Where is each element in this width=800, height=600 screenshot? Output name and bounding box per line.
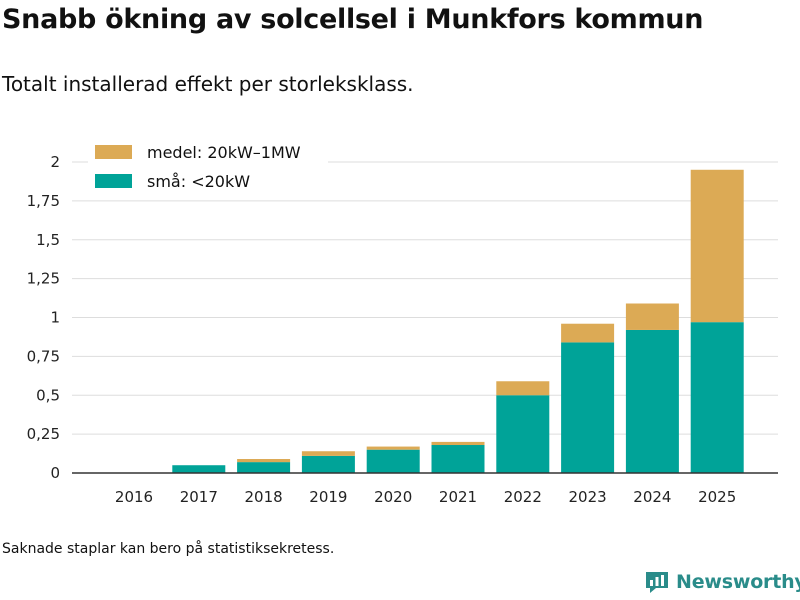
bar-medium-2018 — [237, 459, 291, 463]
x-tick-label: 2020 — [374, 488, 412, 506]
brand-name: Newsworthy — [676, 571, 800, 593]
legend-swatch — [95, 174, 132, 188]
chart-subtitle: Totalt installerad effekt per storlekskl… — [2, 72, 414, 96]
legend-label: små: <20kW — [147, 172, 250, 191]
y-tick-label: 1,25 — [27, 270, 60, 288]
y-tick-label: 0,25 — [27, 425, 60, 443]
bar-small-2025 — [690, 322, 744, 473]
bar-medium-2020 — [366, 446, 420, 450]
chart-title: Snabb ökning av solcellsel i Munkfors ko… — [2, 4, 704, 35]
newsworthy-logo-icon — [646, 572, 668, 593]
y-tick-label: 1,5 — [36, 231, 60, 249]
x-tick-label: 2018 — [245, 488, 283, 506]
bar-small-2021 — [431, 445, 485, 473]
bar-small-2024 — [625, 329, 679, 473]
bar-small-2022 — [496, 395, 550, 473]
bar-medium-2021 — [431, 441, 485, 446]
footnote: Saknade staplar kan bero på statistiksek… — [2, 541, 335, 557]
y-tick-label: 1,75 — [27, 192, 60, 210]
bar-small-2020 — [366, 449, 420, 473]
y-tick-label: 0 — [50, 464, 60, 482]
bar-small-2019 — [301, 455, 355, 473]
stacked-bar-chart: 0 0,25 0,5 0,75 1 1,25 1,5 1,75 2 2016 2017 2018 201… — [26, 143, 778, 506]
x-tick-label: 2019 — [309, 488, 347, 506]
bar-medium-2022 — [496, 381, 550, 396]
x-tick-label: 2022 — [504, 488, 542, 506]
x-tick-label: 2016 — [115, 488, 153, 506]
bar-medium-2023 — [561, 323, 615, 343]
bar-small-2018 — [237, 462, 291, 473]
legend-label: medel: 20kW–1MW — [147, 143, 301, 162]
x-tick-label: 2023 — [569, 488, 607, 506]
y-tick-label: 2 — [50, 153, 60, 171]
bar-medium-2025 — [690, 169, 744, 323]
y-tick-label: 0,75 — [27, 347, 60, 365]
y-tick-label: 0,5 — [36, 386, 60, 404]
bar-medium-2024 — [625, 303, 679, 330]
bar-small-2023 — [561, 342, 615, 473]
bar-medium-2019 — [301, 451, 355, 456]
x-tick-label: 2017 — [180, 488, 218, 506]
x-tick-label: 2021 — [439, 488, 477, 506]
bar-small-2017 — [172, 465, 226, 473]
x-tick-label: 2024 — [633, 488, 671, 506]
y-tick-label: 1 — [50, 309, 60, 327]
brand-logo: Newsworthy — [644, 569, 800, 595]
x-tick-label: 2025 — [698, 488, 736, 506]
legend-swatch — [95, 145, 132, 159]
